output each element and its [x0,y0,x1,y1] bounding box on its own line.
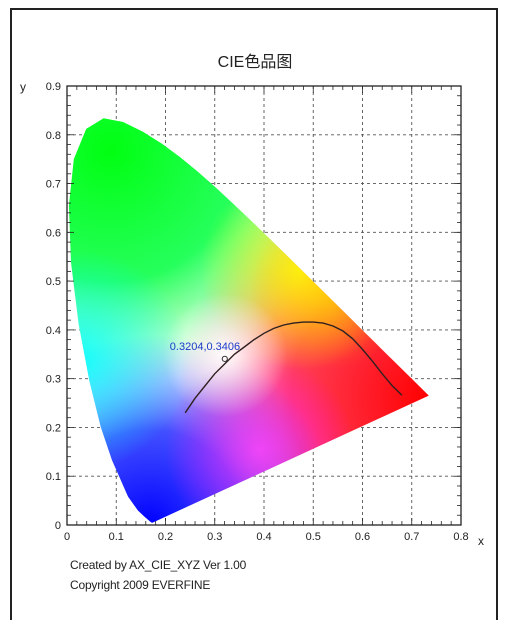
y-tick-label: 0.8 [46,130,61,142]
x-tick-label: 0.8 [453,531,468,543]
marked-point-label: 0.3204,0.3406 [170,341,240,353]
x-tick-label: 0.7 [404,531,419,543]
plot-border [66,85,462,526]
y-tick-label: 0.6 [46,227,61,239]
y-tick-label: 0.9 [46,81,61,93]
y-tick-label: 0.5 [46,276,61,288]
planckian-locus-line [184,321,403,414]
gamut-fill [68,118,429,523]
x-tick-label: 0.2 [158,531,173,543]
marked-point [221,355,228,362]
chart-title: CIE色品图 [217,54,293,71]
x-tick-label: 0.4 [256,531,271,543]
y-tick-label: 0 [55,520,61,532]
x-tick-label: 0.5 [306,531,321,543]
y-tick-label: 0.2 [46,422,61,434]
x-tick-label: 0.6 [355,531,370,543]
x-axis-label: x [478,534,484,548]
created-by-text: Created by AX_CIE_XYZ Ver 1.00 [70,558,247,572]
ticks [66,85,462,526]
tick-labels: 0 0.1 0.2 0.3 0.4 0.5 0.6 0.7 0.8 0 0.1 0.2 0.3 0.4 0.… [46,81,469,543]
x-tick-label: 0.1 [109,531,124,543]
y-tick-label: 0.7 [46,179,61,191]
copyright-text: Copyright 2009 EVERFINE [70,578,211,592]
y-tick-label: 0.3 [46,374,61,386]
x-tick-label: 0.3 [207,531,222,543]
y-tick-label: 0.1 [46,471,61,483]
x-tick-label: 0 [64,531,70,543]
y-axis-label: y [20,80,26,94]
y-tick-label: 0.4 [46,325,61,337]
